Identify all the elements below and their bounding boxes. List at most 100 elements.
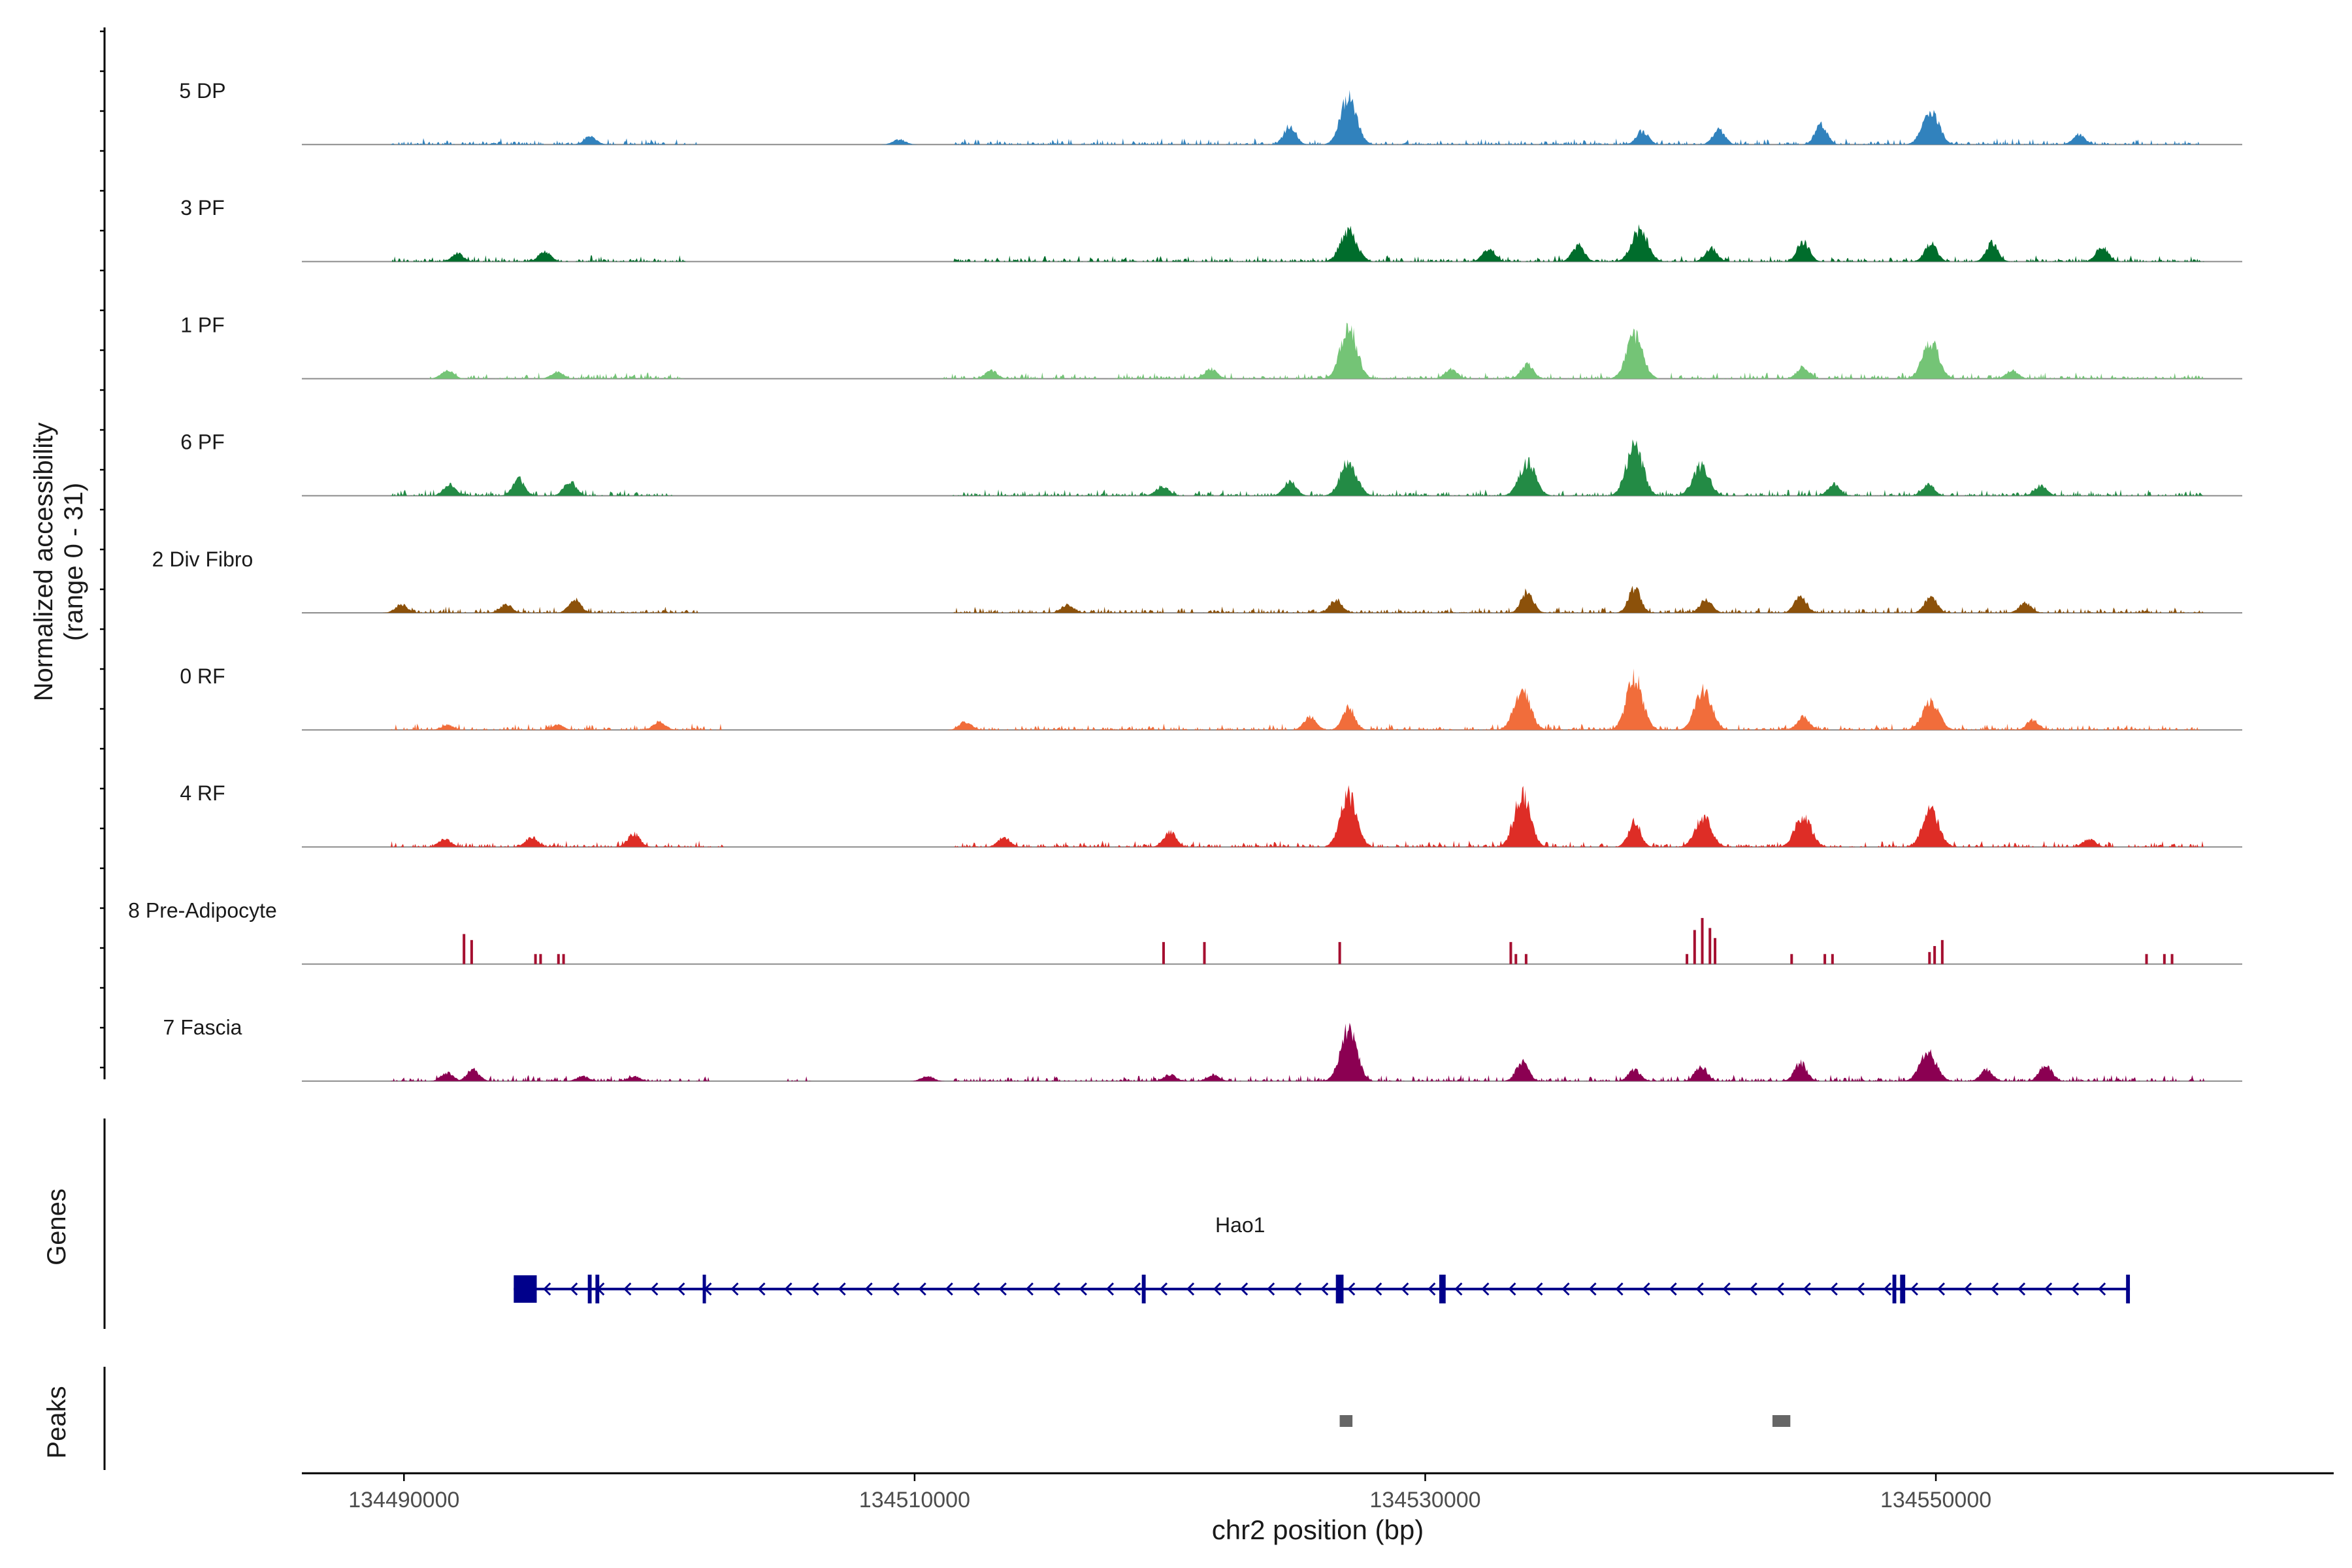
strand-arrow <box>2017 1282 2026 1296</box>
genes-panel: Hao1 <box>103 1119 2131 1329</box>
coverage-area <box>302 668 2242 730</box>
coverage-bar <box>1686 954 1689 964</box>
coverage-area <box>302 785 2242 847</box>
strand-arrow <box>623 1282 632 1296</box>
strand-arrow <box>1936 1282 1946 1296</box>
gene-exon <box>1892 1275 1897 1303</box>
track-4-rf: 4 RF <box>180 781 2242 848</box>
strand-arrow <box>1079 1282 1087 1296</box>
coverage-bar <box>1823 954 1827 964</box>
coverage-bar <box>1708 928 1712 964</box>
strand-arrow <box>1508 1282 1516 1296</box>
strand-arrow <box>1695 1282 1704 1296</box>
x-axis: 134490000 134510000 134530000 134550000 <box>302 1472 2334 1512</box>
strand-arrow <box>838 1282 846 1296</box>
coverage-bar <box>557 954 560 964</box>
strand-arrow <box>1239 1282 1249 1296</box>
coverage-area <box>302 1022 2242 1081</box>
track-label: 8 Pre-Adipocyte <box>128 898 277 922</box>
strand-arrow <box>1320 1282 1329 1296</box>
y-axis-title-line2: (range 0 - 31) <box>59 483 88 641</box>
coverage-bar <box>1162 941 1165 964</box>
y-axis-title-line1: Normalized accessibility <box>29 423 58 702</box>
strand-arrow <box>1669 1282 1677 1296</box>
coverage-area <box>302 224 2242 262</box>
coverage-bar <box>1693 930 1696 964</box>
strand-arrow <box>1829 1282 1838 1296</box>
track-0-rf: 0 RF <box>180 664 2242 731</box>
track-label: 7 Fascia <box>163 1016 242 1039</box>
strand-arrow <box>1052 1282 1060 1296</box>
strand-arrow <box>864 1282 873 1296</box>
strand-arrow <box>1722 1282 1731 1296</box>
coverage-area <box>302 90 2242 145</box>
coverage-bar <box>534 954 537 964</box>
gene-exon <box>595 1275 600 1303</box>
strand-arrow <box>1025 1282 1034 1296</box>
strand-arrow <box>1749 1282 1757 1296</box>
coverage-bar <box>1514 954 1518 964</box>
gene-name-label: Hao1 <box>1215 1213 1266 1237</box>
strand-arrow <box>730 1282 739 1296</box>
x-tick-label: 134490000 <box>348 1488 459 1512</box>
strand-arrow <box>1428 1282 1436 1296</box>
strand-arrow <box>945 1282 953 1296</box>
gene-exon <box>1900 1275 1906 1303</box>
coverage-bar <box>2170 954 2174 964</box>
peak-region <box>1339 1415 1353 1427</box>
track-label: 3 PF <box>180 196 225 220</box>
strand-arrow <box>2044 1282 2053 1296</box>
strand-arrow <box>1615 1282 1624 1296</box>
strand-arrow <box>972 1282 980 1296</box>
x-tick-label: 134510000 <box>859 1488 970 1512</box>
gene-exon <box>1439 1275 1446 1303</box>
gene-exon <box>1335 1275 1344 1303</box>
track-label: 2 Div Fibro <box>152 547 253 571</box>
x-tick-label: 134550000 <box>1880 1488 1991 1512</box>
strand-arrow <box>1481 1282 1490 1296</box>
coverage-bar <box>1524 954 1527 964</box>
coverage-bar <box>1203 941 1206 964</box>
coverage-bar <box>1338 941 1341 964</box>
coverage-area <box>302 323 2242 379</box>
gene-exon <box>2126 1275 2131 1303</box>
track-8-pre-adipocyte: 8 Pre-Adipocyte <box>128 898 2242 965</box>
track-1-pf: 1 PF <box>180 313 2242 380</box>
gene-exon <box>514 1275 537 1303</box>
strand-arrow <box>1132 1282 1141 1296</box>
strand-arrow <box>1213 1282 1222 1296</box>
strand-arrow <box>2071 1282 2080 1296</box>
strand-arrow <box>1642 1282 1650 1296</box>
strand-arrow <box>1374 1282 1382 1296</box>
gene-exon <box>587 1275 592 1303</box>
coverage-bar <box>1714 938 1717 964</box>
strand-arrow <box>918 1282 926 1296</box>
strand-arrow <box>1856 1282 1865 1296</box>
strand-arrow <box>570 1282 578 1296</box>
track-7-fascia: 7 Fascia <box>163 1016 2242 1082</box>
coverage-bar <box>1701 918 1704 964</box>
strand-arrow <box>1267 1282 1275 1296</box>
strand-arrow <box>1963 1282 1972 1296</box>
coverage-bar <box>1928 952 1931 964</box>
track-6-pf: 6 PF <box>180 431 2242 497</box>
strand-arrow <box>811 1282 819 1296</box>
coverage-bar <box>1940 939 1944 964</box>
peaks-panel-title: Peaks <box>42 1386 71 1458</box>
strand-arrow <box>1159 1282 1168 1296</box>
coverage-bar <box>1831 954 1834 964</box>
strand-arrow <box>1186 1282 1195 1296</box>
strand-arrow <box>1347 1282 1356 1296</box>
strand-arrow <box>650 1282 659 1296</box>
track-label: 4 RF <box>180 781 225 805</box>
strand-arrow <box>1535 1282 1543 1296</box>
track-label: 5 DP <box>179 79 225 103</box>
coverage-bar <box>2163 954 2166 964</box>
strand-arrow <box>757 1282 766 1296</box>
track-5-dp: 5 DP <box>179 79 2242 146</box>
track-label: 0 RF <box>180 664 225 688</box>
strand-arrow <box>1105 1282 1115 1296</box>
gene-exon <box>1141 1275 1146 1303</box>
gene-exon <box>702 1275 706 1303</box>
